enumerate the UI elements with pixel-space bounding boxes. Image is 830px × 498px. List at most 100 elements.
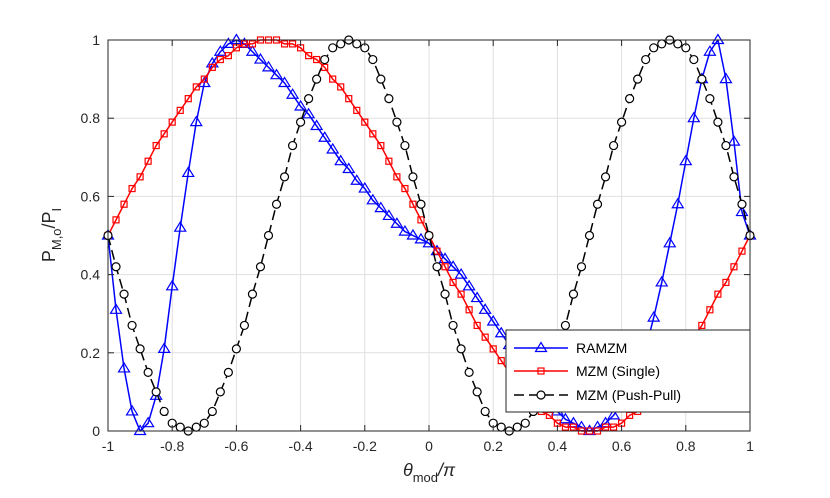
data-point	[438, 252, 452, 264]
data-point	[398, 224, 412, 236]
x-tick-label: -0.6	[224, 438, 248, 454]
data-point	[208, 63, 216, 71]
data-point	[127, 320, 137, 331]
y-tick-label: 0.8	[81, 110, 101, 126]
x-tick-label: -1	[102, 438, 115, 454]
data-point	[568, 289, 579, 299]
data-point	[328, 43, 338, 53]
data-point	[489, 345, 497, 353]
data-point	[288, 40, 297, 48]
data-point	[633, 74, 643, 84]
data-point	[176, 106, 184, 114]
data-point	[133, 424, 147, 436]
legend-marker-square	[537, 367, 545, 375]
series-mzm-push-pull	[103, 35, 755, 436]
data-point	[608, 140, 619, 151]
data-point	[247, 289, 258, 299]
data-point	[239, 320, 250, 331]
data-point	[457, 290, 465, 298]
data-point	[385, 157, 393, 165]
data-point	[326, 142, 340, 154]
data-point	[464, 367, 474, 377]
data-point	[416, 199, 426, 209]
data-point	[560, 320, 571, 331]
data-point	[352, 39, 362, 49]
data-point	[473, 321, 481, 330]
data-point	[417, 216, 425, 224]
y-tick-label: 1	[92, 32, 100, 48]
data-point	[369, 130, 377, 138]
data-point	[433, 247, 441, 255]
data-point	[609, 423, 618, 431]
data-point	[255, 262, 266, 272]
x-tick-label: 0.4	[548, 438, 568, 454]
data-point	[496, 422, 506, 432]
series-line-mzm-push-pull	[107, 39, 751, 432]
data-point	[313, 55, 321, 64]
data-point	[310, 119, 324, 131]
data-point	[342, 162, 356, 174]
data-point	[345, 95, 353, 103]
data-point	[318, 131, 332, 142]
data-point	[152, 141, 160, 150]
data-point	[143, 367, 153, 377]
data-point	[253, 52, 268, 64]
x-tick-label: 1	[746, 438, 754, 454]
data-point	[561, 423, 570, 431]
data-point	[576, 262, 587, 272]
data-point	[705, 94, 715, 104]
x-axis-label: θmod/π	[403, 460, 456, 485]
data-point	[200, 75, 208, 83]
data-point	[366, 193, 380, 205]
data-point	[601, 423, 610, 431]
data-point	[181, 166, 195, 178]
data-point	[334, 154, 348, 166]
data-point	[706, 306, 714, 314]
data-point	[173, 221, 187, 232]
data-point	[240, 40, 249, 48]
data-point	[350, 174, 364, 185]
data-point	[215, 387, 225, 397]
data-point	[337, 83, 345, 91]
data-point	[279, 172, 290, 182]
legend-label-ramzm: RAMZM	[576, 340, 627, 356]
svg-text:PM,o/PI: PM,o/PI	[39, 208, 64, 262]
data-point	[414, 232, 428, 244]
data-point	[737, 199, 747, 209]
data-point	[374, 201, 388, 213]
x-tick-label: -0.4	[289, 438, 313, 454]
legend-entry-mzm-push-pull: MZM (Push-Pull)	[514, 387, 681, 403]
data-point	[160, 130, 168, 138]
data-point	[569, 423, 578, 431]
data-point	[136, 173, 144, 181]
data-point	[714, 290, 722, 298]
data-point	[184, 95, 192, 103]
y-tick-label: 0.4	[81, 267, 101, 283]
data-point	[392, 117, 402, 127]
legend-entry-mzm-single: MZM (Single)	[514, 363, 660, 379]
data-point	[721, 140, 731, 151]
ylabel-sub1: M,o	[49, 228, 64, 250]
ylabel-sub2: I	[49, 208, 64, 212]
data-point	[305, 52, 313, 60]
data-point	[296, 117, 306, 127]
data-point	[462, 279, 476, 291]
legend-label-mzm-single: MZM (Single)	[576, 363, 660, 379]
data-point	[440, 289, 450, 299]
x-tick-label: 0	[425, 438, 433, 454]
data-point	[703, 45, 717, 56]
data-point	[424, 230, 434, 241]
data-point	[663, 236, 677, 248]
data-point	[727, 135, 741, 146]
y-axis-label: PM,o/PI	[39, 208, 64, 262]
data-point	[336, 39, 346, 49]
data-point	[277, 76, 292, 88]
data-point	[120, 200, 128, 208]
data-point	[165, 279, 179, 291]
data-point	[512, 422, 522, 432]
data-point	[159, 406, 169, 417]
xlabel-sub: mod	[413, 470, 438, 485]
data-point	[671, 197, 685, 209]
data-point	[719, 72, 733, 84]
